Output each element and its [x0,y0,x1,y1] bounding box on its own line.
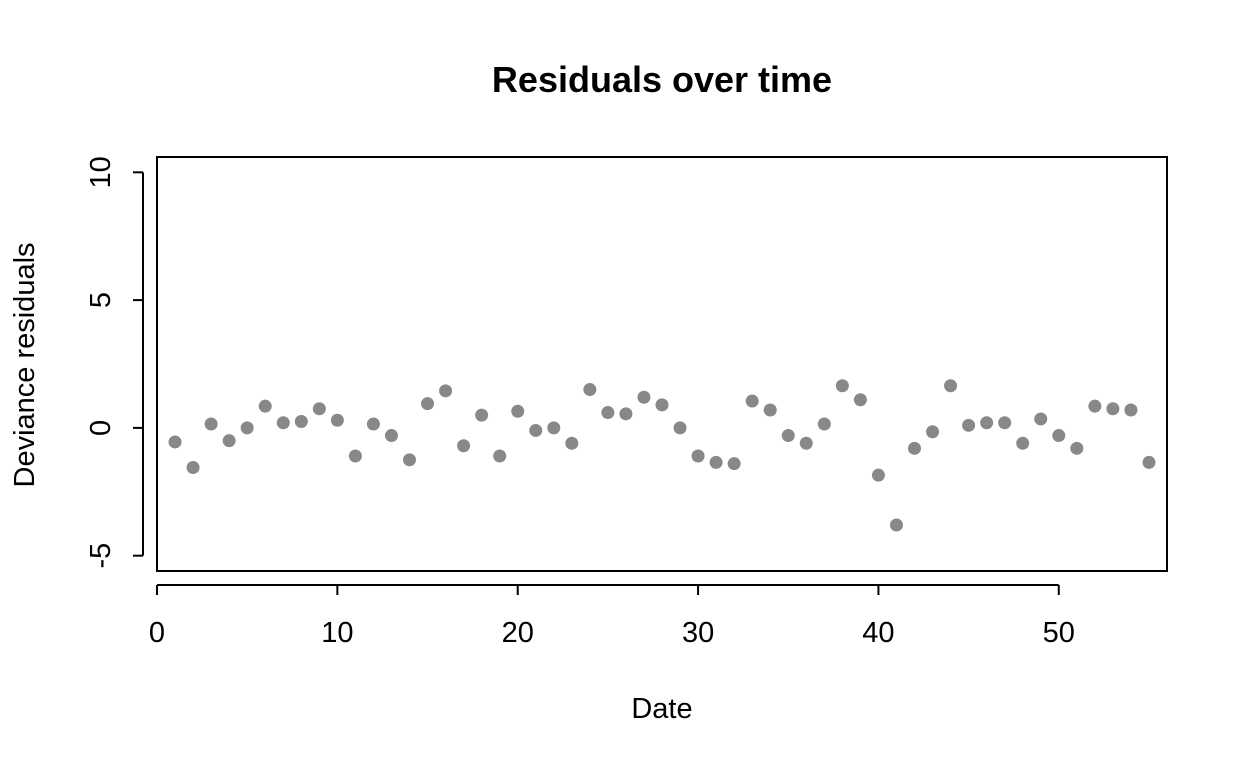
data-point [1016,436,1030,450]
data-point [1142,455,1156,469]
data-point [601,406,615,420]
data-point [529,423,543,437]
x-tick-label: 10 [321,617,353,649]
y-axis-label: Deviance residuals [9,242,41,487]
chart-title: Residuals over time [492,59,832,100]
data-point [1052,429,1066,443]
data-point [763,403,777,417]
data-point [493,449,507,463]
x-tick-label: 50 [1043,617,1075,649]
data-point [421,397,435,411]
data-points [168,379,1156,532]
x-axis-label: Date [631,693,692,725]
data-point [1088,399,1102,413]
plot-frame [156,156,1168,572]
x-tick-label: 30 [682,617,714,649]
data-point [1070,441,1084,455]
data-point [1106,402,1120,416]
y-tick-label: 5 [85,292,117,308]
data-point [457,439,471,453]
data-point [258,399,272,413]
data-point [871,468,885,482]
data-point [511,404,525,418]
data-point [348,449,362,463]
data-point [998,416,1012,430]
y-tick-label: 10 [85,156,117,188]
data-point [673,421,687,435]
data-point [294,415,308,428]
data-point [980,416,994,430]
data-point [547,421,561,435]
data-point [565,436,579,450]
x-tick-label: 40 [862,617,894,649]
data-point [962,418,976,432]
data-point [168,435,182,449]
data-point [186,461,200,474]
data-point [222,434,236,448]
data-point [908,441,921,455]
x-tick-label: 0 [149,617,165,649]
data-point [1124,403,1138,417]
y-axis: -5 0 5 10 [85,156,144,569]
data-point [619,407,633,421]
data-point [475,408,489,422]
x-tick-label: 20 [502,617,534,649]
data-point [853,393,867,407]
data-point [1034,412,1048,426]
data-point [944,379,958,393]
data-point [691,449,705,463]
data-point [240,421,254,435]
data-point [384,429,398,443]
data-point [330,413,344,427]
data-point [637,390,651,404]
y-tick-label: -5 [85,543,117,569]
data-point [655,398,669,412]
y-tick-label: 0 [85,420,117,436]
data-point [727,457,741,471]
data-point [781,429,795,443]
data-point [366,417,380,431]
data-point [926,425,940,439]
data-point [709,455,723,469]
data-point [745,394,759,408]
data-point [204,417,218,431]
data-point [439,384,453,398]
data-point [889,518,903,532]
data-point [276,416,290,430]
x-axis: 0 10 20 30 40 50 [149,584,1075,649]
data-point [312,402,326,416]
data-point [799,436,813,450]
data-point [583,383,597,397]
data-point [817,417,831,431]
data-point [403,453,416,467]
data-point [835,379,849,393]
